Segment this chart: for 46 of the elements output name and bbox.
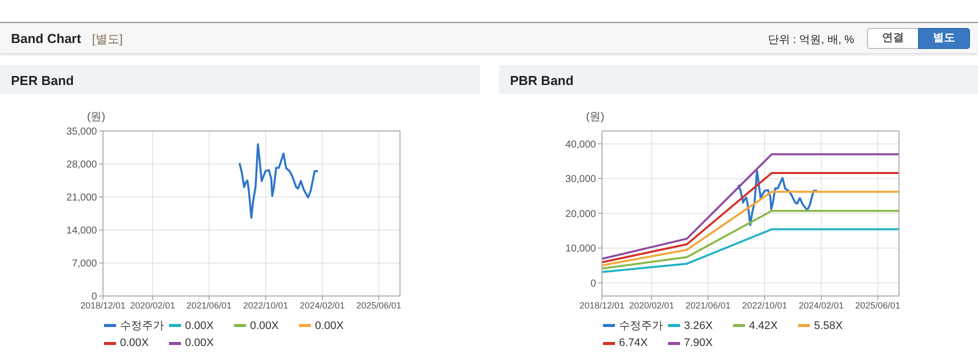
x-tick-label: 2018/12/01 (80, 300, 126, 310)
x-tick-label: 2021/06/01 (686, 300, 731, 310)
text: [별도] (92, 31, 123, 48)
y-axis-title: (원) (87, 110, 106, 124)
chart-title: PBR Band (510, 73, 574, 88)
legend-label: 0.00X (185, 320, 214, 332)
y-axis-title: (원) (586, 110, 604, 124)
legend-label: 3.26X (684, 320, 713, 332)
x-tick-label: 2021/06/01 (186, 300, 232, 310)
line-series (238, 143, 319, 219)
x-tick-label: 2022/10/01 (243, 300, 288, 310)
legend-label: 0.00X (185, 337, 214, 349)
legend-label: 7.90X (684, 337, 713, 349)
text: Band Chart (11, 31, 82, 46)
legend-label: 5.58X (814, 320, 843, 332)
x-tick-label: 2024/02/01 (798, 300, 844, 310)
x-tick-label: 2020/02/01 (130, 300, 176, 310)
x-tick-label: 2022/10/01 (742, 300, 788, 310)
legend-label: 6.74X (619, 337, 648, 349)
legend-label: 0.00X (120, 337, 149, 349)
toggle-button: 별도 (918, 28, 970, 49)
y-tick-label: 40,000 (565, 139, 596, 150)
y-tick-label: 20,000 (565, 208, 596, 220)
y-tick-label: 28,000 (66, 160, 98, 171)
legend-label: 0.00X (250, 320, 279, 332)
toggle-button: 연결 (867, 28, 919, 49)
x-tick-label: 2025/06/01 (855, 300, 900, 310)
legend-label: 수정주가 (619, 319, 663, 333)
text: 단위 : 억원, 배, % (768, 33, 854, 47)
x-tick-label: 2020/02/01 (629, 300, 674, 310)
x-tick-label: 2024/02/01 (300, 300, 345, 310)
y-tick-label: 30,000 (565, 174, 596, 186)
line-series (737, 170, 818, 226)
legend-label: 수정주가 (120, 319, 164, 333)
y-tick-label: 21,000 (66, 192, 98, 204)
y-tick-label: 7,000 (72, 258, 98, 270)
chart-title: PER Band (11, 73, 74, 88)
y-tick-label: 14,000 (66, 226, 98, 237)
legend-label: 4.42X (749, 320, 778, 332)
y-tick-label: 0 (590, 278, 596, 290)
legend-label: 0.00X (315, 320, 344, 332)
y-tick-label: 0 (91, 292, 98, 303)
x-tick-label: 2018/12/01 (579, 300, 625, 310)
y-tick-label: 35,000 (66, 126, 98, 138)
y-tick-label: 10,000 (565, 244, 596, 255)
x-tick-label: 2025/06/01 (356, 300, 402, 310)
